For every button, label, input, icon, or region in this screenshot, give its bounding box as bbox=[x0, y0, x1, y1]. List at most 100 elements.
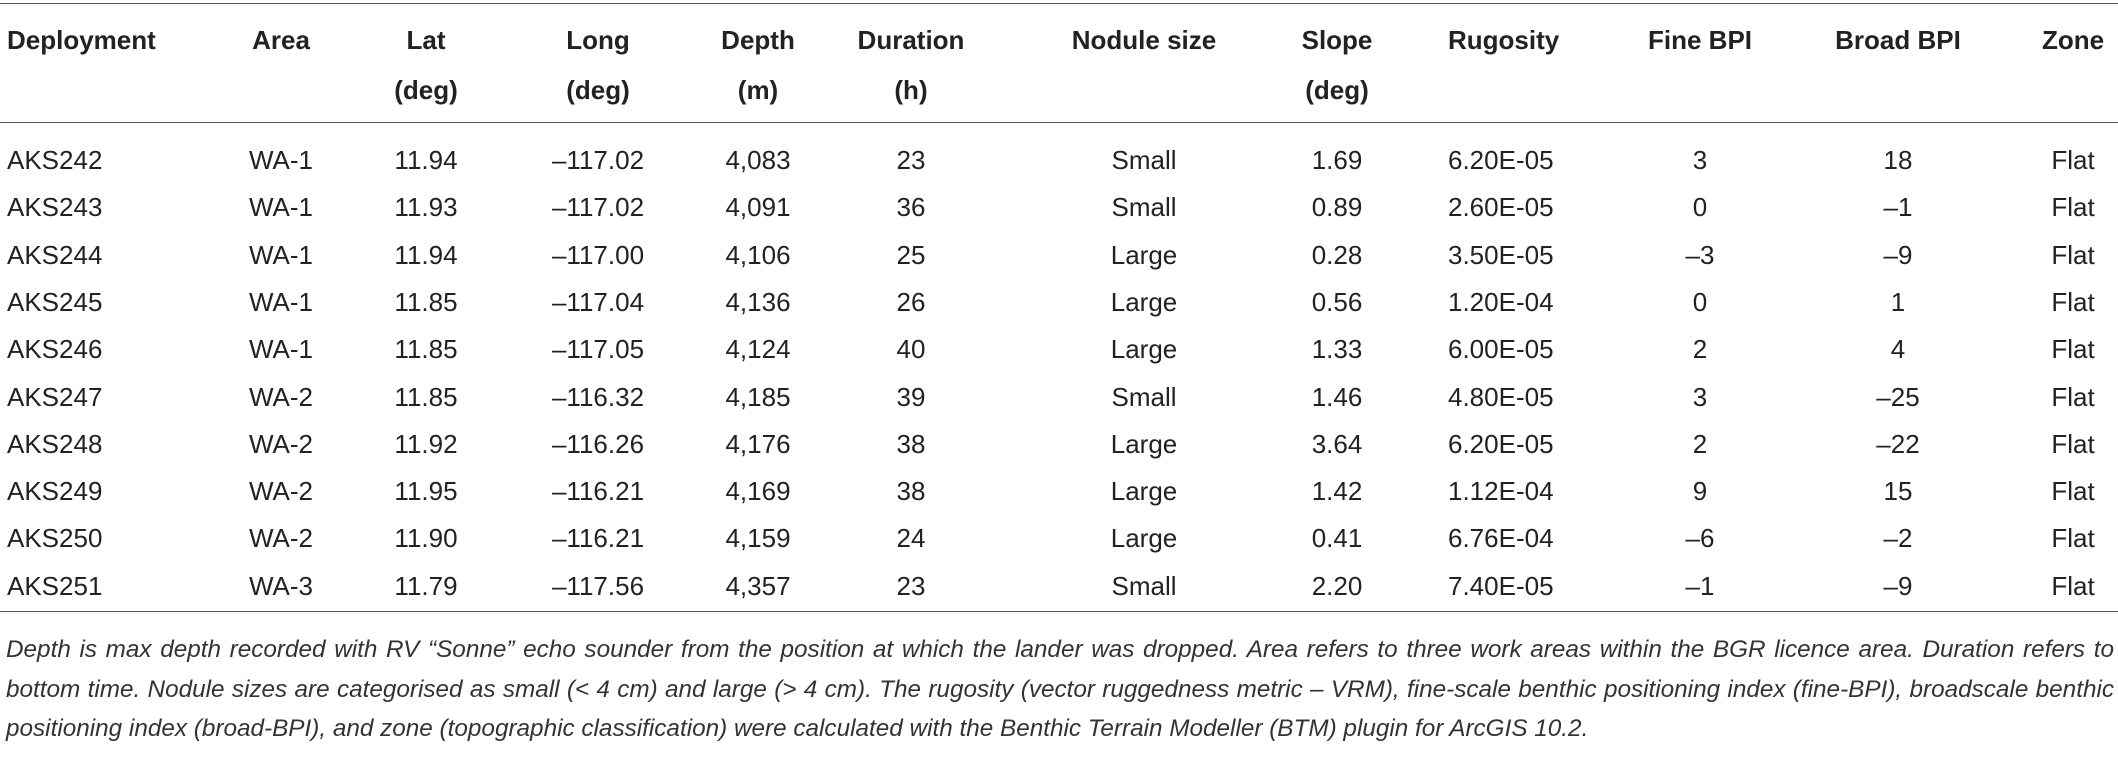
table-cell: 0.28 bbox=[1311, 239, 1363, 270]
table-cell: 6.20E-05 bbox=[1448, 428, 1554, 459]
table-cell: Flat bbox=[2051, 145, 2095, 175]
table-cell: Small bbox=[1111, 381, 1177, 412]
table-cell: 2.20 bbox=[1311, 570, 1363, 601]
table-cell: Large bbox=[1110, 428, 1178, 459]
table-cell: –116.32 bbox=[551, 381, 645, 412]
table-cell: 1.20E-04 bbox=[1448, 286, 1554, 317]
table-cell: 2 bbox=[1692, 334, 1708, 365]
table-cell: –1 bbox=[1685, 570, 1715, 601]
table-cell: Small bbox=[1111, 145, 1177, 175]
table-cell: 3.50E-05 bbox=[1448, 239, 1554, 270]
table-cell: 11.85 bbox=[394, 381, 458, 412]
table-cell: 0.56 bbox=[1311, 286, 1363, 317]
table-cell: 36 bbox=[896, 192, 926, 223]
table-cell: AKS243 bbox=[7, 192, 103, 223]
table-cell: 11.79 bbox=[394, 570, 458, 601]
table-cell: WA-2 bbox=[248, 523, 314, 554]
header-cell: (h) bbox=[894, 75, 928, 105]
table-cell: 1.33 bbox=[1311, 334, 1363, 365]
top-rule bbox=[0, 3, 2118, 4]
table-cell: 11.94 bbox=[394, 239, 458, 270]
table-cell: Flat bbox=[2051, 570, 2095, 601]
header-cell: Nodule size bbox=[1071, 25, 1217, 55]
table-cell: WA-1 bbox=[248, 286, 314, 317]
table-cell: 25 bbox=[896, 239, 926, 270]
table-cell: 1 bbox=[1890, 286, 1906, 317]
table-cell: 11.85 bbox=[394, 334, 458, 365]
table-cell: Flat bbox=[2051, 523, 2095, 554]
table-cell: 4,106 bbox=[725, 239, 791, 270]
table-cell: –117.00 bbox=[551, 239, 645, 270]
table-cell: Large bbox=[1110, 239, 1178, 270]
table-cell: –25 bbox=[1876, 381, 1920, 412]
header-cell: Duration bbox=[857, 25, 965, 55]
table-cell: 40 bbox=[896, 334, 926, 365]
footnote: Depth is max depth recorded with RV “Son… bbox=[6, 636, 2114, 742]
table-cell: Flat bbox=[2051, 286, 2095, 317]
table-cell: 1.69 bbox=[1311, 145, 1363, 175]
table-cell: 2.60E-05 bbox=[1448, 192, 1554, 223]
table-cell: 4,136 bbox=[725, 286, 791, 317]
table-cell: 38 bbox=[896, 476, 926, 507]
header-cell: (deg) bbox=[1305, 75, 1369, 105]
table-cell: Small bbox=[1111, 570, 1177, 601]
table-cell: AKS250 bbox=[7, 523, 103, 554]
header-cell: (deg) bbox=[394, 75, 458, 105]
table-cell: 39 bbox=[896, 381, 926, 412]
table-cell: 0.89 bbox=[1311, 192, 1363, 223]
table-cell: Flat bbox=[2051, 381, 2095, 412]
table-cell: WA-3 bbox=[248, 570, 314, 601]
table-cell: 18 bbox=[1883, 145, 1913, 175]
table-cell: WA-2 bbox=[248, 476, 314, 507]
table-cell: 11.93 bbox=[394, 192, 458, 223]
table-cell: 0.41 bbox=[1311, 523, 1363, 554]
table-cell: –116.21 bbox=[551, 476, 645, 507]
table-cell: –117.04 bbox=[551, 286, 645, 317]
table-cell: –117.05 bbox=[551, 334, 645, 365]
table-cell: –9 bbox=[1883, 239, 1913, 270]
table-cell: 6.20E-05 bbox=[1448, 145, 1554, 175]
table-cell: AKS245 bbox=[7, 286, 103, 317]
table-cell: AKS242 bbox=[7, 145, 103, 175]
table-cell: 1.46 bbox=[1311, 381, 1363, 412]
table-cell: Large bbox=[1110, 476, 1178, 507]
table-cell: Large bbox=[1110, 334, 1178, 365]
table-cell: 38 bbox=[896, 428, 926, 459]
table-cell: WA-1 bbox=[248, 145, 314, 175]
table-cell: 11.85 bbox=[394, 286, 458, 317]
header-cell: Rugosity bbox=[1448, 25, 1560, 55]
table-cell: WA-1 bbox=[248, 239, 314, 270]
table-cell: 3.64 bbox=[1311, 428, 1363, 459]
table-cell: Flat bbox=[2051, 334, 2095, 365]
table-cell: 9 bbox=[1692, 476, 1708, 507]
table-cell: –3 bbox=[1685, 239, 1715, 270]
table-cell: 24 bbox=[896, 523, 926, 554]
table-cell: Flat bbox=[2051, 192, 2095, 223]
table-cell: 0 bbox=[1692, 286, 1708, 317]
table-cell: 23 bbox=[896, 145, 926, 175]
table-cell: –116.26 bbox=[551, 428, 645, 459]
table-cell: 4,357 bbox=[725, 570, 791, 601]
table-cell: –117.56 bbox=[551, 570, 645, 601]
table-cell: –1 bbox=[1883, 192, 1913, 223]
table-cell: –9 bbox=[1883, 570, 1913, 601]
table-cell: Large bbox=[1110, 286, 1178, 317]
header-cell: (m) bbox=[737, 75, 779, 105]
table-cell: 11.92 bbox=[394, 428, 458, 459]
table-cell: 11.95 bbox=[394, 476, 458, 507]
table-cell: 4,169 bbox=[725, 476, 791, 507]
table-cell: AKS248 bbox=[7, 428, 103, 459]
table-cell: 4,091 bbox=[725, 192, 791, 223]
header-cell: Slope bbox=[1301, 25, 1373, 55]
table-cell: Flat bbox=[2051, 428, 2095, 459]
table-cell: 4 bbox=[1890, 334, 1906, 365]
table-cell: WA-1 bbox=[248, 192, 314, 223]
table-cell: AKS247 bbox=[7, 381, 103, 412]
table-cell: 6.00E-05 bbox=[1448, 334, 1554, 365]
table-cell: AKS244 bbox=[7, 239, 103, 270]
table-cell: –6 bbox=[1685, 523, 1715, 554]
table-cell: 7.40E-05 bbox=[1448, 570, 1554, 601]
table-cell: 15 bbox=[1883, 476, 1913, 507]
table-cell: 11.94 bbox=[394, 145, 458, 175]
